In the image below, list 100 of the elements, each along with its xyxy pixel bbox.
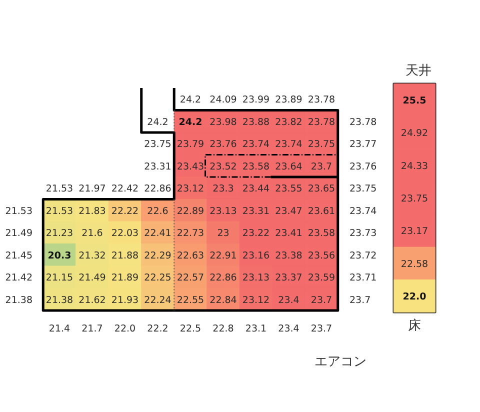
data-label: 23.44 xyxy=(242,184,270,195)
data-label: 23.31 xyxy=(242,206,270,217)
data-label: 22.58 xyxy=(400,258,428,270)
data-label: 22.55 xyxy=(176,294,204,306)
data-label: 21.83 xyxy=(78,206,106,217)
text: 22.42 xyxy=(111,184,139,195)
data-label: 23.12 xyxy=(242,294,270,306)
data-label: 23.58 xyxy=(308,228,336,240)
text: 23.89 xyxy=(275,94,302,106)
data-label: 23.74 xyxy=(242,139,270,150)
data-label: 24.92 xyxy=(400,128,428,140)
y2-tick-label: 23.71 xyxy=(350,272,377,284)
y-tick-label: 21.49 xyxy=(5,228,33,240)
data-label: 21.6 xyxy=(82,228,103,240)
data-label: 23.16 xyxy=(242,250,270,262)
data-label: 23.65 xyxy=(308,184,336,195)
y2-tick-label: 23.72 xyxy=(350,250,377,262)
x-tick-label: 21.4 xyxy=(48,324,70,334)
x-tick-label: 22.0 xyxy=(114,324,136,334)
data-label: 23.47 xyxy=(275,206,302,217)
category-label: 23.75 xyxy=(144,139,172,150)
data-label: 23.79 xyxy=(176,139,204,150)
y2-tick-label: 23.75 xyxy=(350,184,377,195)
data-label: 22.91 xyxy=(210,250,237,262)
data-label: 23.76 xyxy=(210,139,237,150)
x-tick-label: 22.8 xyxy=(212,324,234,334)
data-label: 22.29 xyxy=(144,250,172,262)
data-label: 22.0 xyxy=(402,292,427,303)
data-label: 23.7 xyxy=(310,294,332,306)
data-label: 22.57 xyxy=(176,272,204,284)
data-label: 23.59 xyxy=(308,272,336,284)
text: 23.99 xyxy=(242,94,270,106)
data-label: 21.88 xyxy=(111,250,139,262)
data-label: 21.15 xyxy=(46,272,74,284)
y2-tick-label: 23.77 xyxy=(350,139,377,150)
data-label: 21.53 xyxy=(46,206,74,217)
data-label: 22.22 xyxy=(111,206,139,217)
data-label: 23.61 xyxy=(308,206,336,217)
data-label: 23.75 xyxy=(400,194,428,204)
data-label: 25.5 xyxy=(402,95,426,106)
y-tick-label: 21.45 xyxy=(5,250,33,262)
data-label: 23.88 xyxy=(242,116,270,128)
data-label: 21.23 xyxy=(46,228,74,240)
text: 21.97 xyxy=(78,184,106,195)
data-label: 22.41 xyxy=(144,228,172,240)
data-label: 22.03 xyxy=(111,228,139,240)
chart-title: 天井 xyxy=(406,64,432,78)
x-axis-title: エアコン xyxy=(314,354,366,370)
data-label: 21.93 xyxy=(111,294,139,306)
data-label: 23.64 xyxy=(275,161,302,172)
data-label: 22.84 xyxy=(210,294,237,306)
y2-tick-label: 23.74 xyxy=(350,206,377,217)
data-label: 23.38 xyxy=(275,250,302,262)
y2-tick-label: 23.73 xyxy=(350,228,377,240)
data-label: 22.25 xyxy=(144,272,172,284)
data-label: 21.62 xyxy=(78,294,106,306)
data-label: 22.86 xyxy=(210,272,237,284)
data-label: 23.13 xyxy=(210,206,237,217)
text: 22.86 xyxy=(144,184,172,195)
data-label: 21.38 xyxy=(46,294,74,306)
data-label: 22.6 xyxy=(147,206,168,217)
data-label: 23.74 xyxy=(275,139,302,150)
data-label: 21.89 xyxy=(111,272,139,284)
x-axis-title: 床 xyxy=(408,318,421,334)
data-label: 23.52 xyxy=(210,161,237,172)
x-tick-label: 23.4 xyxy=(278,324,300,334)
data-label: 23.17 xyxy=(400,226,428,238)
category-label: 21.53 xyxy=(46,184,74,195)
data-label: 21.49 xyxy=(78,272,106,284)
data-label: 22.24 xyxy=(144,294,172,306)
x-tick-label: 23.7 xyxy=(310,324,332,334)
data-label: 21.32 xyxy=(78,250,106,262)
y2-tick-label: 23.7 xyxy=(350,294,371,306)
x-tick-label: 23.1 xyxy=(245,324,267,334)
x-tick-label: 22.5 xyxy=(180,324,202,334)
text: 23.31 xyxy=(144,161,172,172)
x-tick-label: 21.7 xyxy=(82,324,103,334)
data-label: 23.78 xyxy=(308,116,336,128)
data-label: 23.82 xyxy=(275,116,302,128)
data-label: 20.3 xyxy=(48,250,72,262)
text: 24.09 xyxy=(210,94,237,106)
data-label: 23.43 xyxy=(176,161,204,172)
data-label: 23.41 xyxy=(275,228,302,240)
data-label: 23.3 xyxy=(212,184,234,195)
data-label: 23.12 xyxy=(176,184,204,195)
data-label: 24.33 xyxy=(400,160,428,172)
data-label: 23.75 xyxy=(308,139,336,150)
data-label: 23.22 xyxy=(242,228,270,240)
y-tick-label: 21.53 xyxy=(5,206,33,217)
y-tick-label: 21.38 xyxy=(5,294,33,306)
data-label: 23 xyxy=(217,228,230,240)
data-label: 23.37 xyxy=(275,272,302,284)
data-label: 23.56 xyxy=(308,250,336,262)
data-label: 23.13 xyxy=(242,272,270,284)
data-label: 23.7 xyxy=(310,161,332,172)
data-label: 23.98 xyxy=(210,116,237,128)
data-label: 22.89 xyxy=(176,206,204,217)
y2-tick-label: 23.78 xyxy=(350,116,377,128)
data-label: 23.58 xyxy=(242,161,270,172)
data-label: 22.73 xyxy=(176,228,204,240)
